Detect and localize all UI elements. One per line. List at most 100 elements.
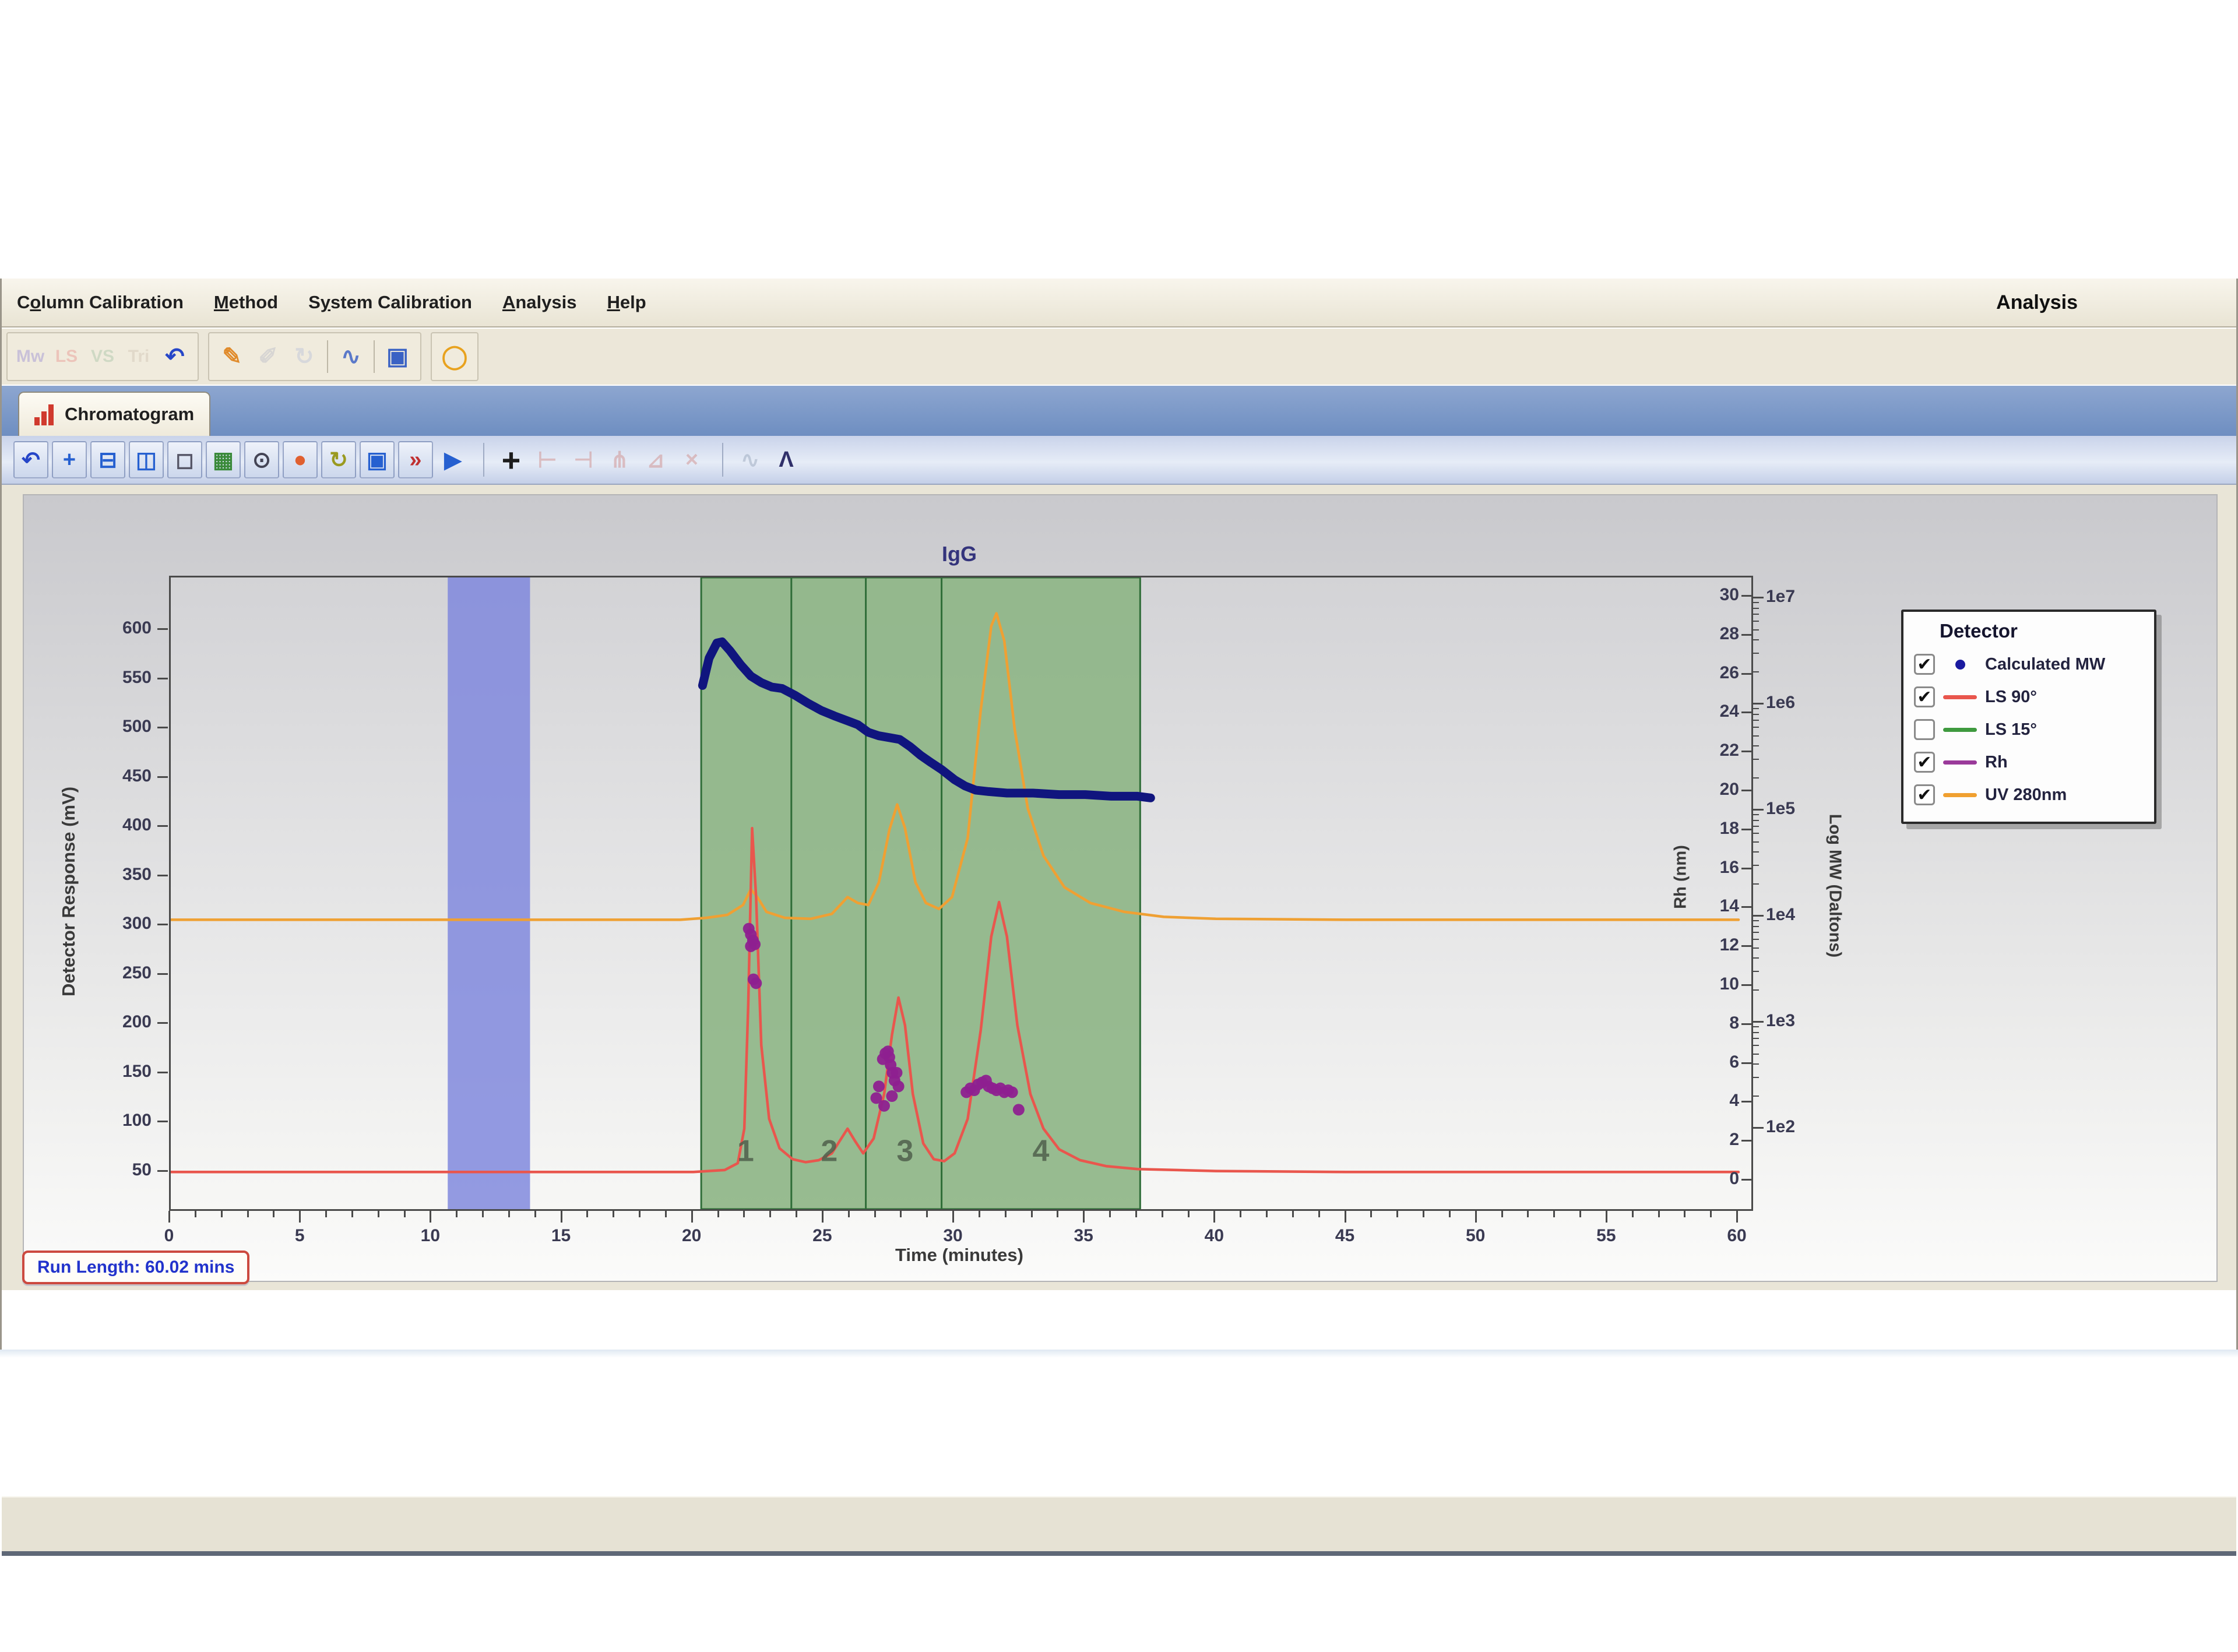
peak-split-icon: ⋔ (610, 448, 629, 473)
time-tick-mark (1292, 1211, 1294, 1217)
export-chart-icon[interactable]: » (398, 441, 433, 478)
y-axis-rh-title: Rh (nm) (1671, 845, 1690, 909)
rh-tick-label: 18 (1719, 818, 1739, 838)
logmw-minor-tick (1753, 629, 1759, 630)
mv-tick-mark (157, 825, 168, 827)
time-tick-mark (717, 1211, 719, 1217)
y-axis-left-title: Detector Response (mV) (58, 786, 79, 997)
tab-chromatogram[interactable]: Chromatogram (18, 392, 211, 436)
rh-tick-label: 0 (1729, 1169, 1739, 1188)
logmw-minor-tick (1753, 1038, 1759, 1040)
calculated-mw-swatch (1955, 659, 1965, 670)
mv-tick-mark (157, 1170, 168, 1172)
zoom-box-icon[interactable]: ◻ (167, 441, 202, 478)
logmw-minor-tick (1753, 939, 1759, 941)
display-options-icon[interactable]: ▦ (206, 441, 241, 478)
logmw-tick-label: 1e2 (1766, 1117, 1796, 1136)
y-axis-logmw-title: Log MW (Daltons) (1825, 813, 1845, 958)
save-icon[interactable]: ▣ (386, 344, 409, 369)
time-tick-mark (743, 1211, 745, 1217)
calculated-mw-trace (698, 637, 1155, 802)
peak-end-icon: ⊣ (573, 448, 593, 473)
about-ring-icon[interactable]: ◯ (441, 344, 468, 369)
calibration-plot-icon[interactable]: ∿ (341, 344, 361, 369)
time-tick-mark (1161, 1211, 1163, 1217)
time-tick-mark (168, 1211, 170, 1223)
mv-tick-label: 50 (132, 1160, 152, 1179)
legend-items: ✔ Calculated MW ✔ LS 90° LS 15° ✔ Rh ✔ UV 280nm (1914, 648, 2144, 811)
add-peak-icon[interactable]: + (501, 441, 521, 478)
rh-tick-label: 26 (1719, 663, 1739, 682)
mw-view-icon: Mw (16, 347, 45, 366)
menu-method[interactable]: Method (213, 292, 279, 312)
report-icon[interactable]: ✎ (222, 344, 242, 369)
rh-tick-mark (1741, 867, 1753, 869)
play-icon[interactable]: ▶ (444, 448, 462, 473)
legend-item-ls-15: LS 15° (1914, 713, 2144, 746)
legend-label-calculated-mw: Calculated MW (1985, 654, 2106, 674)
checkbox-rh[interactable]: ✔ (1914, 752, 1935, 773)
logmw-minor-tick (1753, 851, 1759, 853)
split-horizontal-icon[interactable]: ⊟ (90, 441, 125, 478)
time-tick-label: 50 (1465, 1226, 1486, 1245)
mv-tick-mark (157, 1071, 168, 1073)
checkbox-ls-90[interactable]: ✔ (1914, 686, 1935, 707)
rh-data-point (750, 977, 762, 989)
undo-icon[interactable]: ↶ (165, 344, 185, 369)
menu-column-calibration[interactable]: Column Calibration (17, 292, 184, 312)
checkbox-uv-280nm[interactable]: ✔ (1914, 784, 1935, 805)
time-tick-mark (978, 1211, 980, 1217)
uv-280nm-swatch (1943, 792, 1977, 797)
undo-zoom-icon[interactable]: ↶ (13, 441, 48, 478)
time-tick-mark (403, 1211, 406, 1217)
menu-system-calibration[interactable]: System Calibration (308, 292, 472, 312)
logmw-tick-mark (1753, 703, 1764, 705)
mv-tick-mark (157, 874, 168, 876)
logmw-minor-tick (1753, 653, 1759, 654)
time-tick-mark (1736, 1211, 1738, 1223)
logmw-minor-tick (1753, 639, 1759, 641)
time-tick-mark (613, 1211, 615, 1217)
split-vertical-icon[interactable]: ◫ (129, 441, 164, 478)
info-box-icon[interactable]: ▣ (360, 441, 395, 478)
window-shadow (0, 1350, 2238, 1358)
menu-help[interactable]: Help (607, 292, 646, 312)
autoscale-icon[interactable]: ↻ (321, 441, 356, 478)
time-tick-mark (1030, 1211, 1033, 1217)
time-tick-mark (1527, 1211, 1529, 1217)
time-tick-label: 25 (812, 1226, 832, 1245)
time-tick-label: 5 (294, 1226, 305, 1245)
peak-delete-icon: × (685, 447, 699, 472)
integrate-icon[interactable]: Λ (779, 447, 794, 472)
line-marker-uv-280nm (1935, 792, 1985, 797)
data-cursor-icon[interactable]: ⊙ (244, 441, 279, 478)
time-tick-mark (1318, 1211, 1320, 1217)
time-tick-label: 35 (1074, 1226, 1093, 1245)
time-tick-mark (900, 1211, 902, 1217)
pan-icon[interactable]: + (52, 441, 87, 478)
peak-number-1: 1 (737, 1135, 754, 1168)
mv-tick-label: 200 (122, 1012, 152, 1032)
logmw-minor-tick (1753, 819, 1759, 821)
legend-item-uv-280nm: ✔ UV 280nm (1914, 779, 2144, 811)
run-length-badge: Run Length: 60.02 mins (22, 1251, 250, 1284)
rh-tick-mark (1741, 828, 1753, 830)
time-tick-label: 10 (420, 1226, 441, 1245)
checkbox-ls-15[interactable] (1914, 719, 1935, 740)
tab-label: Chromatogram (65, 404, 195, 424)
rh-data-point (872, 1080, 885, 1093)
menu-analysis[interactable]: Analysis (502, 292, 577, 312)
marker-icon[interactable]: ● (283, 441, 318, 478)
chart-toolbar: ↶ + ⊟ ◫ ◻ ▦ ⊙ ● ↻ ▣» ▶ + ⊢ ⊣ ⋔ ⊿ × ∿ Λ (2, 436, 2236, 485)
time-tick-label: 60 (1727, 1226, 1747, 1245)
rh-data-point (870, 1092, 882, 1104)
logmw-minor-tick (1753, 826, 1759, 827)
checkbox-calculated-mw[interactable]: ✔ (1914, 654, 1935, 675)
logmw-tick-mark (1753, 809, 1764, 811)
rh-tick-label: 20 (1719, 780, 1739, 799)
legend-label-rh: Rh (1985, 752, 2008, 772)
time-tick-mark (1658, 1211, 1660, 1217)
